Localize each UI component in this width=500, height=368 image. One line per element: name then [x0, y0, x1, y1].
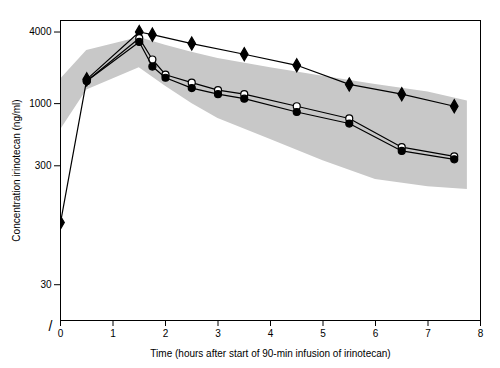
- svg-text:8: 8: [478, 328, 484, 339]
- svg-text:6: 6: [373, 328, 379, 339]
- svg-text:30: 30: [40, 279, 52, 290]
- svg-text:0: 0: [58, 328, 64, 339]
- svg-text:Time (hours after start of 90-: Time (hours after start of 90-min infusi…: [150, 348, 390, 359]
- svg-text:4: 4: [268, 328, 274, 339]
- svg-text:5: 5: [320, 328, 326, 339]
- svg-text:300: 300: [35, 160, 52, 171]
- svg-text:1000: 1000: [29, 98, 52, 109]
- svg-text:Concentration irinotecan (ng/m: Concentration irinotecan (ng/ml): [11, 99, 22, 241]
- svg-text:/: /: [49, 318, 53, 334]
- svg-text:7: 7: [425, 328, 431, 339]
- svg-text:2: 2: [163, 328, 169, 339]
- svg-text:4000: 4000: [29, 26, 52, 37]
- svg-text:3: 3: [215, 328, 221, 339]
- svg-text:1: 1: [110, 328, 116, 339]
